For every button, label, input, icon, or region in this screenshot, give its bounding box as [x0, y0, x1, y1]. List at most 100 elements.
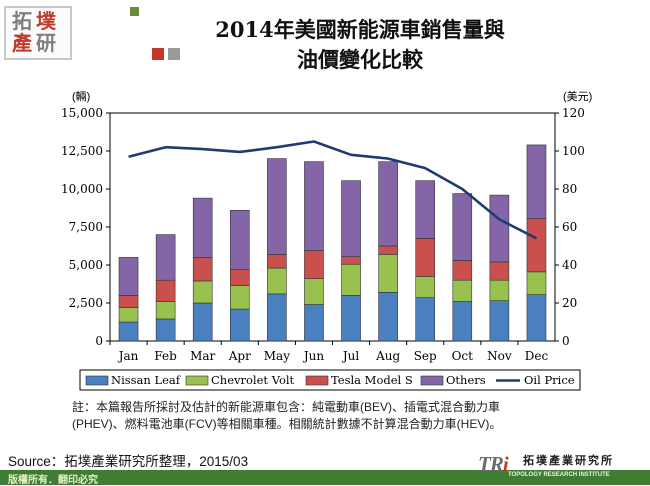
x-tick-label: Jul: [341, 349, 360, 363]
page-subtitle: 油價變化比較: [297, 47, 423, 72]
logo-char: 研: [36, 31, 56, 55]
y-tick-label-right: 60: [562, 220, 577, 234]
bar-segment: [192, 197, 213, 258]
plot-area: [109, 112, 556, 342]
tri-logo-i: i: [502, 452, 509, 476]
logo: 拓 墣 產 研: [4, 6, 72, 60]
bar-segment: [526, 294, 547, 342]
bar-segment: [267, 267, 287, 295]
bar-segment: [452, 301, 473, 342]
source-text: Source：拓墣產業研究所整理，2015/03: [8, 454, 249, 469]
tri-logo-t: T: [478, 452, 491, 476]
tri-name: 拓墣產業研究所: [523, 455, 614, 467]
oil-price-line: [128, 140, 538, 240]
tri-logo: TRi: [478, 452, 509, 477]
bar-segment: [192, 302, 213, 342]
bar-segment: [378, 161, 398, 247]
x-tick-label: Dec: [525, 349, 549, 363]
x-tick-label: Jan: [117, 349, 139, 363]
legend-swatch: [85, 375, 109, 386]
x-tick-label: Jun: [302, 349, 325, 363]
y-axis-label-right: (美元): [563, 90, 592, 103]
y-tick-label-right: 100: [562, 144, 585, 158]
logo-char: 產: [12, 31, 32, 55]
footnote-line: 註：本篇報告所採討及估計的新能源車包含：純電動車(BEV)、插電式混合動力車: [72, 400, 501, 414]
x-tick-label: May: [264, 349, 290, 363]
bar-segment: [526, 271, 547, 295]
legend-label: Tesla Model S: [331, 373, 413, 387]
y-tick-label-left: 15,000: [61, 106, 103, 120]
bar-segment: [267, 254, 287, 269]
bar-segment: [415, 180, 436, 239]
y-tick-label-right: 120: [562, 106, 585, 120]
bar-segment: [304, 250, 324, 279]
bar-segment: [304, 161, 324, 251]
bar-segment: [229, 269, 250, 286]
y-tick-label-right: 0: [562, 334, 570, 348]
y-tick-label-right: 40: [562, 258, 577, 272]
tri-logo-r: R: [489, 452, 504, 476]
legend-label: Oil Price: [524, 373, 575, 387]
y-tick-label-left: 7,500: [69, 220, 103, 234]
x-tick-label: Mar: [190, 349, 215, 363]
x-tick-label: Apr: [228, 349, 251, 363]
bar-segment: [155, 301, 176, 320]
footnote-line: (PHEV)、燃料電池車(FCV)等相關車種。相關統計數據不計算混合動力車(HE…: [72, 417, 502, 431]
bar-segment: [192, 280, 213, 304]
bar-segment: [378, 292, 398, 342]
bar-segment: [192, 257, 213, 282]
bar-segment: [304, 304, 324, 342]
bar-segment: [341, 263, 361, 296]
bar-segment: [452, 193, 473, 261]
decorative-square: [152, 48, 164, 60]
bar-segment: [489, 279, 510, 302]
decorative-square: [130, 7, 139, 16]
bar-segment: [155, 318, 176, 342]
x-tick-label: Nov: [487, 349, 512, 363]
bar-segment: [229, 308, 250, 342]
bar-segment: [155, 279, 176, 302]
copyright-text: 版權所有．翻印必究: [8, 475, 98, 486]
page-title: 2014年美國新能源車銷售量與: [215, 17, 505, 42]
x-tick-label: Aug: [375, 349, 400, 363]
logo-char: 拓: [12, 9, 32, 33]
bar-segment: [526, 144, 547, 219]
legend-label: Nissan Leaf: [111, 373, 181, 387]
legend-swatch: [420, 375, 444, 386]
x-tick-label: Sep: [414, 349, 437, 363]
y-tick-label-left: 2,500: [69, 296, 103, 310]
bar-segment: [267, 293, 287, 342]
tri-subtitle: TOPOLOGY RESEARCH INSTITUTE: [508, 472, 610, 478]
y-tick-label-right: 20: [562, 296, 577, 310]
y-tick-label-left: 5,000: [69, 258, 103, 272]
decorative-square: [168, 48, 180, 60]
bar-segment: [118, 307, 139, 323]
bar-segment: [489, 300, 510, 342]
bar-segment: [118, 321, 139, 342]
legend-label: Others: [446, 373, 486, 387]
bar-segment: [378, 254, 398, 293]
bar-segment: [267, 158, 287, 255]
bar-segment: [155, 234, 176, 281]
bar-segment: [452, 260, 473, 281]
bar-segment: [341, 295, 361, 342]
bar-segment: [378, 245, 398, 255]
y-tick-label-left: 0: [95, 334, 103, 348]
bar-segment: [452, 279, 473, 302]
bar-segment: [489, 194, 510, 263]
bar-segment: [341, 256, 361, 265]
bar-segment: [304, 278, 324, 305]
bar-segment: [415, 276, 436, 298]
logo-char: 墣: [36, 9, 56, 33]
legend-swatch: [185, 375, 209, 386]
bar-segment: [526, 218, 547, 273]
bar-segment: [341, 180, 361, 257]
y-tick-label-left: 10,000: [61, 182, 103, 196]
bar-segment: [415, 238, 436, 277]
x-tick-label: Feb: [154, 349, 177, 363]
y-tick-label-left: 12,500: [61, 144, 103, 158]
legend-label: Chevrolet Volt: [211, 373, 295, 387]
bar-segment: [118, 257, 139, 296]
legend-swatch: [305, 375, 329, 386]
